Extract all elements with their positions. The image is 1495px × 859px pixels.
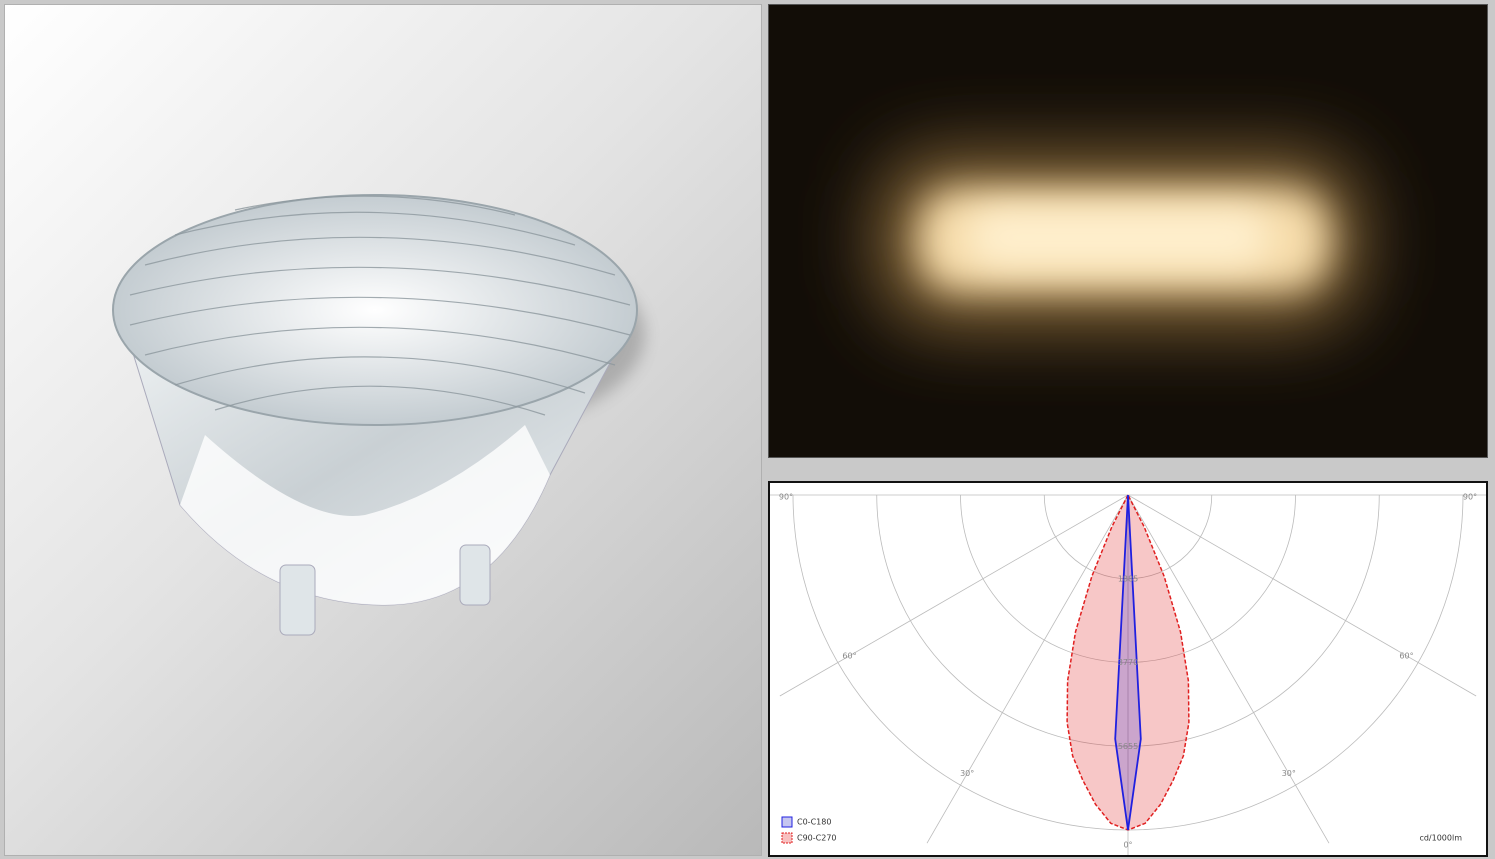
polar-chart: C0-C180 C90-C270 cd/1000lm 90° 60° 30° 0° 30… (726, 493, 1495, 859)
grid-spoke (779, 494, 1129, 697)
theta-tick-label: 0° (1123, 841, 1132, 850)
beam-illustration (879, 155, 1359, 325)
grid-spoke (1127, 494, 1477, 697)
unit-label: cd/1000lm (1419, 834, 1462, 843)
grid-spoke (1127, 494, 1330, 844)
grid-spoke (926, 494, 1129, 844)
r-tick-label: 1885 (1118, 574, 1138, 583)
lens-render (4, 4, 762, 856)
theta-tick-label: 60° (1399, 651, 1413, 660)
lens-illustration (112, 194, 645, 636)
theta-tick-label: 30° (960, 769, 974, 778)
polar-panel: C0-C180 C90-C270 cd/1000lm 90° 60° 30° 0° 30… (726, 481, 1495, 859)
legend-label: C90-C270 (797, 834, 837, 843)
series-area (1114, 494, 1142, 831)
beam-photo (768, 4, 1488, 458)
theta-tick-label: 30° (1282, 769, 1296, 778)
r-tick-label: 3770 (1118, 658, 1138, 667)
legend-swatch (781, 816, 793, 828)
legend-label: C0-C180 (797, 818, 831, 827)
theta-tick-label: 90° (779, 493, 793, 502)
legend-swatch (781, 832, 793, 844)
theta-tick-label: 60° (842, 651, 856, 660)
r-tick-label: 5655 (1118, 742, 1138, 751)
theta-tick-label: 90° (1463, 493, 1477, 502)
